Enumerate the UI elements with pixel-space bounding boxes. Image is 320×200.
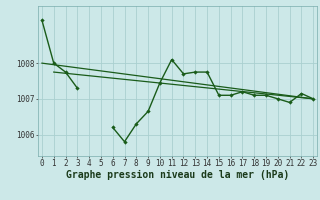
X-axis label: Graphe pression niveau de la mer (hPa): Graphe pression niveau de la mer (hPa): [66, 170, 289, 180]
